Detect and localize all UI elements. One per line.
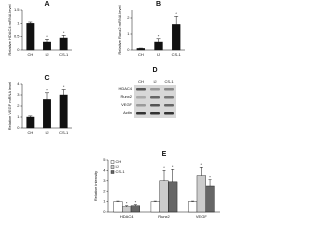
significance: * xyxy=(175,11,177,16)
bar xyxy=(130,205,140,213)
panel-letter: D xyxy=(152,67,157,74)
legend-label: IJ xyxy=(116,164,119,169)
x-tick-label: CS-1 xyxy=(59,52,69,57)
y-tick-label: 5 xyxy=(103,157,106,162)
y-tick-label: 4 xyxy=(103,167,106,172)
legend-label: CH xyxy=(116,159,122,164)
bar xyxy=(26,116,35,129)
bar xyxy=(154,41,163,51)
y-tick-label: 1 xyxy=(17,20,20,25)
panel-letter: B xyxy=(156,1,161,8)
x-tick-label: CS-1 xyxy=(59,130,69,135)
panel-letter: E xyxy=(162,151,167,158)
bar xyxy=(59,37,68,51)
significance: * xyxy=(158,33,160,38)
significance: * xyxy=(63,30,65,35)
y-tick-label: 2 xyxy=(17,103,20,108)
blot-column-label: CH xyxy=(138,79,144,84)
y-tick-label: 2 xyxy=(127,15,130,20)
y-tick-label: 1 xyxy=(127,31,130,36)
blot-band xyxy=(136,104,146,107)
bar xyxy=(150,201,160,213)
blot-band xyxy=(164,112,174,115)
x-tick-label: VEGF xyxy=(196,214,207,219)
bar xyxy=(188,201,198,213)
x-tick-label: CH xyxy=(27,130,33,135)
blot-band xyxy=(150,96,160,99)
blot-band xyxy=(164,96,174,99)
y-tick-label: 0.5 xyxy=(14,34,20,39)
significance: * xyxy=(63,84,65,89)
y-tick-label: 0 xyxy=(103,209,106,214)
blot-band xyxy=(136,112,146,115)
y-axis-label: Relative VEGF mRNA level xyxy=(7,82,12,131)
significance: * xyxy=(46,87,48,92)
y-tick-label: 1 xyxy=(17,114,20,119)
blot-band xyxy=(136,88,146,91)
bar xyxy=(43,41,51,51)
x-tick-label: HDAC4 xyxy=(120,214,134,219)
bar xyxy=(205,185,215,213)
bar xyxy=(59,94,68,129)
x-tick-label: CH xyxy=(138,52,144,57)
panel-letter: C xyxy=(44,75,49,82)
significance: * xyxy=(46,34,48,39)
y-axis-label: Relative Runx2 mRNA level xyxy=(117,5,122,54)
significance: * xyxy=(209,174,211,179)
bar xyxy=(171,24,181,51)
x-tick-label: IJ xyxy=(45,52,48,57)
y-tick-label: 3 xyxy=(103,178,106,183)
significance: * xyxy=(172,164,174,169)
bar xyxy=(168,181,178,213)
y-tick-label: 2 xyxy=(103,188,106,193)
bar xyxy=(26,23,35,51)
y-tick-label: 3 xyxy=(17,92,20,97)
blot-band xyxy=(150,112,160,115)
significance: * xyxy=(163,165,165,170)
blot-row-label: Actin xyxy=(123,110,132,115)
y-tick-label: 1 xyxy=(103,199,106,204)
blot-band xyxy=(164,104,174,107)
significance: * xyxy=(201,162,203,167)
blot-row-label: Runx2 xyxy=(120,94,132,99)
bar xyxy=(196,175,206,213)
blot-band xyxy=(150,88,160,91)
x-tick-label: CH xyxy=(27,52,33,57)
blot-band xyxy=(150,104,160,107)
significance: * xyxy=(126,200,128,205)
blot-row-label: VEGF xyxy=(121,102,132,107)
y-axis-label: Relative HDAC4 mRNA level xyxy=(7,4,12,55)
legend-swatch xyxy=(110,165,115,169)
x-tick-label: IJ xyxy=(157,52,160,57)
significance: * xyxy=(135,199,137,204)
legend-swatch xyxy=(110,160,115,164)
bar xyxy=(43,99,51,129)
bar xyxy=(136,48,146,51)
blot-row-label: HDAC4 xyxy=(118,86,132,91)
legend-label: CS-1 xyxy=(116,169,126,174)
blot-column-label: IJ xyxy=(153,79,156,84)
y-tick-label: 0 xyxy=(17,125,20,130)
x-tick-label: Runx2 xyxy=(158,214,170,219)
bar xyxy=(122,206,132,213)
blot-band xyxy=(136,96,146,99)
y-tick-label: 0 xyxy=(17,47,20,52)
blot-band xyxy=(164,88,174,91)
x-tick-label: IJ xyxy=(45,130,48,135)
y-tick-label: 0 xyxy=(127,47,130,52)
y-tick-label: 1.5 xyxy=(14,7,20,12)
bar xyxy=(159,180,169,213)
bar xyxy=(113,201,123,213)
blot-column-label: CS-1 xyxy=(164,79,174,84)
x-tick-label: CS-1 xyxy=(172,52,182,57)
panel-letter: A xyxy=(44,1,49,8)
y-axis-label: Relative intensity xyxy=(93,171,98,201)
y-tick-label: 4 xyxy=(17,81,20,86)
legend-swatch xyxy=(110,170,115,174)
